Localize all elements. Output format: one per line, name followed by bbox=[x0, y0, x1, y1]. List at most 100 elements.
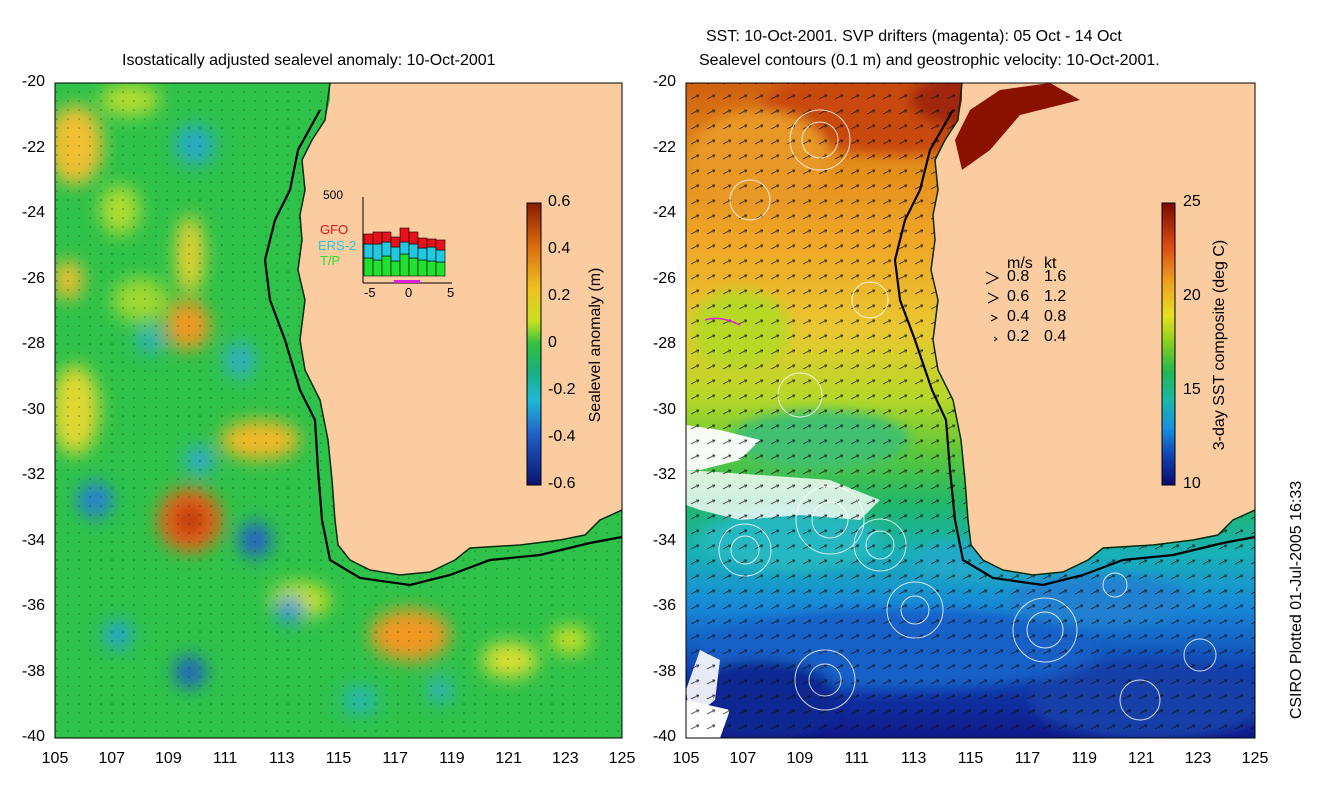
y-tick-label: -26 bbox=[21, 269, 45, 287]
velocity-legend-ms: 0.2 bbox=[1007, 328, 1030, 345]
inset-bar-segment bbox=[399, 227, 410, 243]
x-tick-label: 115 bbox=[957, 750, 984, 767]
inset-bar-segment bbox=[399, 253, 410, 277]
x-tick-label: 105 bbox=[672, 750, 700, 767]
y-tick-label: -40 bbox=[652, 728, 676, 745]
y-tick-label: -34 bbox=[652, 531, 676, 549]
inset-bar-segment bbox=[435, 249, 446, 263]
y-tick-label: -28 bbox=[21, 335, 45, 352]
velocity-legend-ms: 0.6 bbox=[1007, 288, 1030, 305]
x-tick-label: 111 bbox=[844, 750, 869, 767]
y-tick-label: -28 bbox=[652, 335, 676, 352]
y-tick-label: -36 bbox=[652, 597, 676, 614]
velocity-legend-arrows bbox=[985, 271, 1000, 342]
inset-x-tick: -5 bbox=[364, 285, 376, 300]
x-tick-label: 113 bbox=[900, 750, 927, 767]
x-tick-label: 123 bbox=[1184, 750, 1212, 767]
x-tick-label: 121 bbox=[1127, 750, 1155, 767]
velocity-legend-kt: 0.8 bbox=[1044, 308, 1067, 325]
left-title: Isostatically adjusted sealevel anomaly:… bbox=[122, 52, 496, 69]
y-tick-label: -26 bbox=[652, 269, 676, 287]
x-tick-label: 113 bbox=[269, 750, 295, 767]
inset-bar-segment bbox=[381, 231, 392, 243]
x-tick-label: 109 bbox=[786, 750, 814, 767]
inset-bar-segment bbox=[363, 257, 374, 277]
x-tick-label: 119 bbox=[1071, 750, 1098, 767]
inset-bar-segment bbox=[417, 259, 428, 277]
right-title-line2: Sealevel contours (0.1 m) and geostrophi… bbox=[699, 52, 1160, 69]
inset-bar-segment bbox=[408, 243, 419, 259]
inset-bar-segment bbox=[390, 246, 401, 262]
x-tick-label: 125 bbox=[608, 750, 636, 767]
inset-bar-segment bbox=[381, 255, 392, 277]
x-tick-label: 125 bbox=[1241, 750, 1269, 767]
colorbar-tick-label: 0.6 bbox=[548, 193, 571, 210]
y-tick-label: -20 bbox=[21, 73, 45, 90]
inset-bar-segment bbox=[372, 259, 383, 277]
x-tick-label: 121 bbox=[495, 750, 522, 767]
right-colorbar bbox=[1161, 202, 1176, 486]
y-tick-label: -20 bbox=[652, 73, 676, 90]
x-tick-label: 115 bbox=[325, 750, 352, 767]
y-tick-label: -24 bbox=[21, 204, 45, 221]
velocity-legend-kt: 1.6 bbox=[1044, 268, 1067, 285]
inset-x-tick: 5 bbox=[447, 285, 455, 300]
colorbar-tick-label: 0.2 bbox=[548, 287, 571, 304]
y-tick-label: -32 bbox=[21, 466, 45, 483]
inset-bar-segment bbox=[381, 241, 392, 257]
x-tick-label: 117 bbox=[1014, 750, 1041, 767]
inset-bar-segment bbox=[363, 243, 374, 259]
colorbar-tick-label: -0.2 bbox=[548, 381, 576, 398]
velocity-legend-ms: 0.4 bbox=[1007, 308, 1030, 325]
y-tick-label: -38 bbox=[652, 662, 676, 680]
left-colorbar bbox=[526, 202, 542, 486]
credit-text: CSIRO Plotted 01-Jul-2005 16:33 bbox=[1288, 480, 1305, 720]
y-tick-label: -30 bbox=[652, 400, 676, 418]
inset-bar-segment bbox=[390, 236, 401, 248]
altimeter-inset bbox=[362, 197, 452, 284]
colorbar-tick-label: -0.6 bbox=[548, 475, 576, 492]
inset-bar-segment bbox=[363, 233, 374, 245]
x-tick-label: 107 bbox=[98, 750, 126, 767]
inset-legend-gfo: GFO bbox=[320, 222, 349, 237]
inset-bar-segment bbox=[372, 243, 383, 261]
y-tick-label: -30 bbox=[21, 400, 45, 418]
inset-bar-segment bbox=[408, 231, 419, 245]
y-tick-label: -34 bbox=[21, 531, 45, 549]
colorbar-tick-label: 10 bbox=[1183, 475, 1201, 492]
y-tick-label: -24 bbox=[652, 204, 676, 221]
velocity-legend-header-kt: kt bbox=[1044, 255, 1057, 272]
velocity-legend-ms: 0.8 bbox=[1007, 268, 1030, 285]
x-tick-label: 107 bbox=[729, 750, 757, 767]
inset-y-top: 500 bbox=[323, 188, 344, 202]
colorbar-tick-label: 25 bbox=[1183, 193, 1201, 210]
y-tick-label: -36 bbox=[21, 597, 45, 614]
y-tick-label: -38 bbox=[21, 662, 45, 680]
inset-bar-segment bbox=[435, 239, 446, 251]
right-title-line1: SST: 10-Oct-2001. SVP drifters (magenta)… bbox=[706, 28, 1122, 45]
inset-legend-tp: T/P bbox=[320, 253, 341, 268]
colorbar-tick-label: 0 bbox=[548, 334, 557, 351]
inset-bar-segment bbox=[417, 237, 428, 249]
velocity-legend-kt: 0.4 bbox=[1044, 328, 1067, 345]
inset-x-tick: 0 bbox=[405, 285, 413, 300]
inset-bar-segment bbox=[372, 231, 383, 245]
colorbar-tick-label: 0.4 bbox=[548, 240, 571, 257]
colorbar-tick-label: 15 bbox=[1183, 381, 1201, 398]
x-tick-label: 123 bbox=[551, 750, 579, 767]
y-tick-label: -40 bbox=[21, 728, 45, 745]
y-tick-label: -32 bbox=[652, 466, 676, 483]
velocity-legend-header-ms: m/s bbox=[1007, 255, 1033, 272]
velocity-legend-kt: 1.2 bbox=[1044, 288, 1067, 305]
inset-bar-segment bbox=[399, 241, 410, 255]
inset-bar-segment bbox=[417, 247, 428, 261]
right-colorbar-label: 3-day SST composite (deg C) bbox=[1211, 239, 1228, 451]
inset-bar-segment bbox=[426, 246, 437, 262]
x-tick-label: 109 bbox=[155, 750, 182, 767]
colorbar-tick-label: 20 bbox=[1183, 287, 1201, 304]
y-tick-label: -22 bbox=[21, 138, 45, 156]
x-tick-label: 117 bbox=[382, 750, 408, 767]
x-tick-label: 111 bbox=[212, 750, 238, 767]
inset-bar-segment bbox=[426, 260, 437, 277]
